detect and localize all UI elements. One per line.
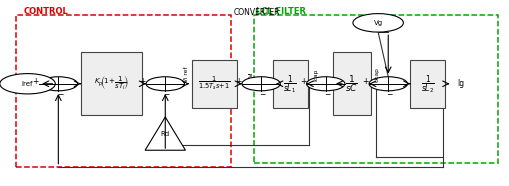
Polygon shape [145, 117, 185, 150]
Text: CONVERTER: CONVERTER [234, 8, 280, 17]
Text: +: + [300, 77, 306, 86]
Circle shape [0, 74, 55, 94]
Text: LCL FILTER: LCL FILTER [256, 7, 306, 16]
Text: −: − [386, 90, 393, 99]
Bar [410, 60, 445, 108]
Circle shape [369, 77, 407, 91]
Bar [273, 60, 307, 108]
Text: Rd: Rd [161, 131, 170, 137]
Text: −: − [324, 90, 330, 99]
Text: +: + [235, 77, 242, 86]
Text: $\dfrac{1}{sL_1}$: $\dfrac{1}{sL_1}$ [284, 73, 297, 95]
Text: Ucap: Ucap [375, 67, 380, 82]
Text: −: − [260, 90, 266, 99]
Bar [253, 15, 498, 163]
Text: $K_p\!\left(\!1\!+\!\dfrac{1}{sT_i}\!\right)$: $K_p\!\left(\!1\!+\!\dfrac{1}{sT_i}\!\ri… [94, 75, 129, 92]
Text: $\dfrac{1}{sC}$: $\dfrac{1}{sC}$ [346, 73, 358, 94]
Bar [81, 52, 142, 115]
Circle shape [306, 77, 345, 91]
Circle shape [242, 77, 280, 91]
Text: Vi: Vi [248, 72, 253, 77]
Bar [192, 60, 237, 108]
Circle shape [146, 77, 184, 91]
Text: +: + [139, 77, 146, 86]
Text: CONTROL: CONTROL [24, 7, 69, 16]
Text: Vi ref: Vi ref [184, 67, 189, 82]
Text: −: − [163, 90, 170, 99]
Bar [333, 52, 371, 115]
Text: Iref: Iref [22, 81, 33, 87]
Text: $\dfrac{1}{sL_2}$: $\dfrac{1}{sL_2}$ [420, 73, 435, 95]
Text: $\dfrac{1}{1.5T_s s\!+\!1}$: $\dfrac{1}{1.5T_s s\!+\!1}$ [199, 75, 231, 92]
Text: Vg: Vg [374, 20, 383, 26]
Text: +: + [362, 77, 369, 86]
Circle shape [39, 77, 77, 91]
Text: −: − [56, 90, 63, 99]
Text: Ig: Ig [458, 79, 465, 88]
Text: +: + [33, 77, 39, 86]
Text: Icap: Icap [313, 68, 318, 81]
Circle shape [353, 14, 403, 32]
Bar [16, 15, 231, 167]
